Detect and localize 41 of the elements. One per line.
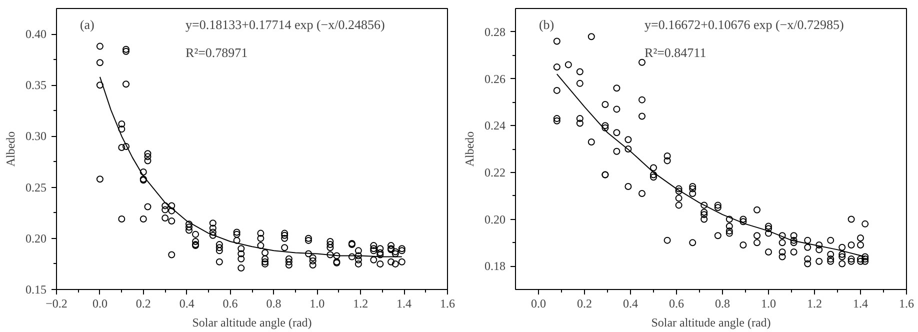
x-tick-label: 0.8 — [266, 296, 282, 310]
x-tick-label: 0.6 — [669, 296, 684, 310]
x-tick-label: 1.4 — [853, 296, 868, 310]
y-tick-label: 0.40 — [26, 27, 46, 42]
x-axis-title: Solar altitude angle (rad) — [192, 316, 312, 330]
y-tick-label: 0.28 — [484, 24, 506, 39]
annotation: R²=0.78971 — [186, 45, 248, 60]
x-tick-label: 0.4 — [179, 296, 194, 310]
x-tick-label: 1.0 — [310, 296, 325, 310]
x-tick-label: 1.6 — [440, 296, 455, 310]
x-tick-label: 0.4 — [623, 296, 638, 310]
y-tick-label: 0.15 — [26, 282, 46, 296]
y-tick-label: 0.25 — [26, 180, 46, 194]
x-tick-label: 0.6 — [222, 296, 238, 310]
y-tick-label: 0.24 — [484, 118, 506, 133]
y-tick-label: 0.26 — [484, 72, 506, 86]
y-tick-label: 0.22 — [484, 165, 506, 180]
x-tick-label: 0.2 — [136, 296, 151, 310]
annotation: y=0.18133+0.17714 exp (−x/0.24856) — [186, 16, 385, 32]
annotation: R²=0.84711 — [644, 45, 706, 60]
annotation: y=0.16672+0.10676 exp (−x/0.72985) — [644, 16, 844, 32]
x-tick-label: 1.4 — [396, 296, 412, 310]
y-tick-label: 0.18 — [484, 259, 506, 274]
y-axis-title: Albedo — [4, 131, 18, 167]
y-tick-label: 0.35 — [26, 78, 46, 92]
x-tick-label: 0.0 — [92, 296, 108, 310]
x-tick-label: 1.2 — [353, 296, 368, 310]
x-tick-label: −0.2 — [46, 296, 68, 310]
x-tick-label: 1.0 — [761, 296, 776, 310]
x-tick-label: 0.8 — [715, 296, 730, 310]
y-axis-title: Albedo — [462, 131, 476, 167]
x-tick-label: 1.6 — [899, 296, 914, 310]
y-tick-label: 0.30 — [26, 129, 46, 144]
x-tick-label: 1.2 — [807, 296, 822, 310]
annotation: (a) — [80, 16, 94, 32]
y-tick-label: 0.20 — [484, 212, 506, 226]
x-axis-title: Solar altitude angle (rad) — [651, 316, 771, 330]
y-tick-label: 0.20 — [26, 231, 46, 246]
x-tick-label: 0.2 — [577, 296, 592, 310]
annotation: (b) — [538, 16, 554, 32]
x-tick-label: 0.0 — [531, 296, 546, 310]
